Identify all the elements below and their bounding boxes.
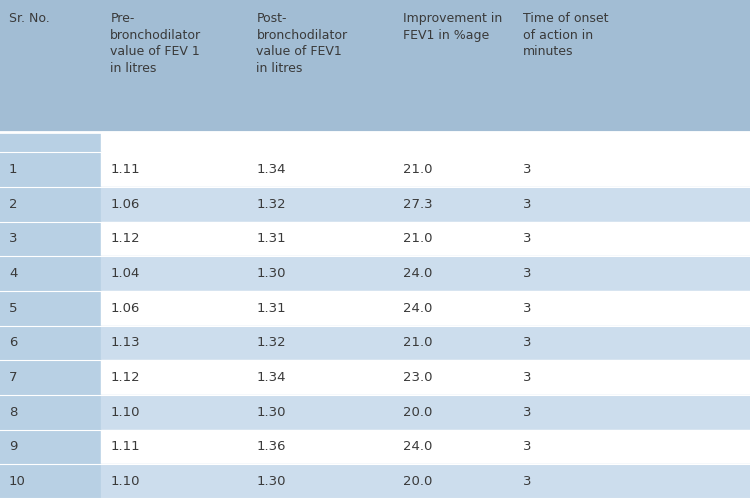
Bar [0, 256, 101, 291]
Bar [101, 187, 750, 222]
Text: 3: 3 [523, 198, 531, 211]
Bar [101, 291, 750, 326]
Text: 1.04: 1.04 [110, 267, 140, 280]
Text: 1.32: 1.32 [256, 336, 286, 349]
Text: 21.0: 21.0 [403, 163, 432, 176]
Text: 1.30: 1.30 [256, 267, 286, 280]
Text: 1.10: 1.10 [110, 406, 140, 419]
Bar [101, 395, 750, 430]
Text: 1.06: 1.06 [110, 302, 140, 315]
Bar [0, 360, 101, 395]
Text: 3: 3 [523, 267, 531, 280]
Text: 23.0: 23.0 [403, 371, 432, 384]
Text: 24.0: 24.0 [403, 267, 432, 280]
Text: 1.36: 1.36 [256, 441, 286, 454]
Text: 2: 2 [9, 198, 17, 211]
Bar [0, 430, 101, 464]
Text: 1.12: 1.12 [110, 371, 140, 384]
Text: 1.34: 1.34 [256, 371, 286, 384]
Text: 21.0: 21.0 [403, 233, 432, 246]
Bar [0, 222, 101, 256]
Bar [0, 187, 101, 222]
Text: 1.30: 1.30 [256, 475, 286, 488]
Bar [101, 430, 750, 464]
Text: 20.0: 20.0 [403, 475, 432, 488]
Text: 1.10: 1.10 [110, 475, 140, 488]
Bar [0, 0, 101, 499]
Text: 3: 3 [523, 163, 531, 176]
Text: 1.34: 1.34 [256, 163, 286, 176]
Text: 1.12: 1.12 [110, 233, 140, 246]
Text: 3: 3 [523, 406, 531, 419]
Bar [0, 326, 101, 360]
Text: Pre-
bronchodilator
value of FEV 1
in litres: Pre- bronchodilator value of FEV 1 in li… [110, 12, 201, 75]
Text: 20.0: 20.0 [403, 406, 432, 419]
Text: 1.31: 1.31 [256, 302, 286, 315]
Text: 27.3: 27.3 [403, 198, 432, 211]
Text: 3: 3 [9, 233, 17, 246]
Text: 3: 3 [523, 371, 531, 384]
Bar [101, 152, 750, 187]
Text: 10: 10 [9, 475, 26, 488]
Text: 3: 3 [523, 336, 531, 349]
Text: 1.11: 1.11 [110, 163, 140, 176]
Bar [0, 152, 101, 187]
Text: 24.0: 24.0 [403, 302, 432, 315]
Text: 3: 3 [523, 302, 531, 315]
Text: 1.06: 1.06 [110, 198, 140, 211]
Text: 3: 3 [523, 441, 531, 454]
Bar [0, 291, 101, 326]
Bar [101, 222, 750, 256]
Bar [0, 395, 101, 430]
Text: 9: 9 [9, 441, 17, 454]
Bar [0, 0, 750, 132]
Text: 5: 5 [9, 302, 17, 315]
Bar [101, 256, 750, 291]
Bar [101, 360, 750, 395]
Text: 3: 3 [523, 233, 531, 246]
Text: 7: 7 [9, 371, 17, 384]
Text: 4: 4 [9, 267, 17, 280]
Text: 24.0: 24.0 [403, 441, 432, 454]
Bar [101, 464, 750, 499]
Text: Post-
bronchodilator
value of FEV1
in litres: Post- bronchodilator value of FEV1 in li… [256, 12, 347, 75]
Text: Improvement in
FEV1 in %age: Improvement in FEV1 in %age [403, 12, 502, 42]
Text: 1.30: 1.30 [256, 406, 286, 419]
Text: Sr. No.: Sr. No. [9, 12, 50, 25]
Bar [0, 464, 101, 499]
Text: 21.0: 21.0 [403, 336, 432, 349]
Text: Time of onset
of action in
minutes: Time of onset of action in minutes [523, 12, 608, 58]
Bar [101, 132, 750, 152]
Text: 1.11: 1.11 [110, 441, 140, 454]
Text: 3: 3 [523, 475, 531, 488]
Text: 6: 6 [9, 336, 17, 349]
Text: 8: 8 [9, 406, 17, 419]
Text: 1.32: 1.32 [256, 198, 286, 211]
Text: 1: 1 [9, 163, 17, 176]
Bar [101, 326, 750, 360]
Text: 1.13: 1.13 [110, 336, 140, 349]
Text: 1.31: 1.31 [256, 233, 286, 246]
